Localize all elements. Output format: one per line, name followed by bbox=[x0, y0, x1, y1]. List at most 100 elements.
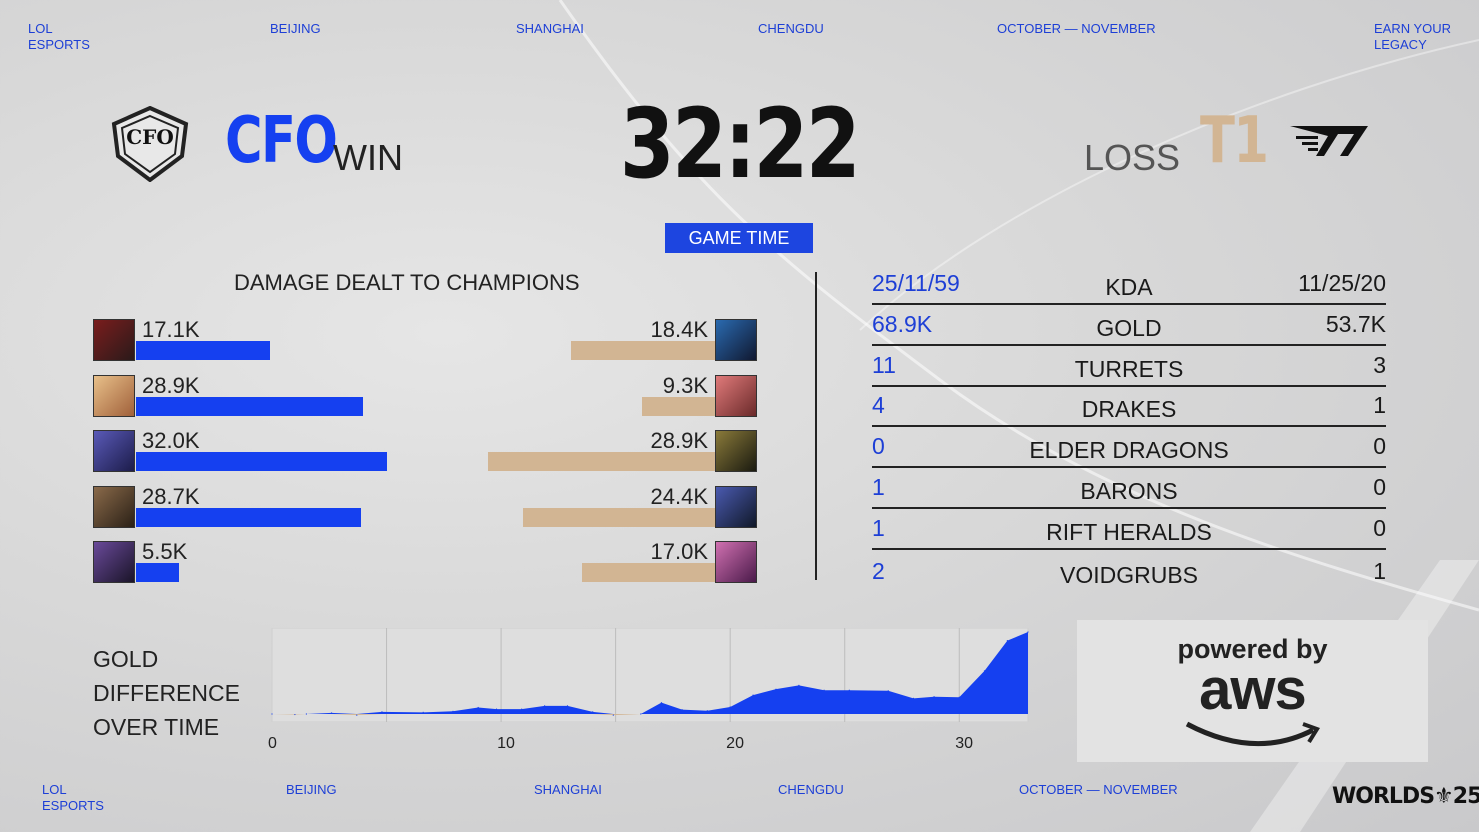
stat-right-value: 3 bbox=[1373, 351, 1386, 378]
damage-bar-right bbox=[523, 507, 715, 527]
gold-data-point bbox=[612, 714, 614, 716]
left-team-name: CFO bbox=[225, 104, 338, 178]
stat-right-value: 0 bbox=[1373, 514, 1386, 541]
gold-data-point bbox=[729, 706, 731, 708]
game-time-label: GAME TIME bbox=[665, 223, 813, 253]
champion-portrait-left bbox=[93, 541, 135, 583]
gold-data-point bbox=[1006, 640, 1008, 642]
stat-label: KDA bbox=[1105, 274, 1153, 300]
nav-bottom-item: SHANGHAI bbox=[534, 782, 602, 797]
gold-data-point bbox=[1027, 631, 1029, 633]
stat-label: ELDER DRAGONS bbox=[1029, 437, 1229, 464]
champion-portrait-left bbox=[93, 374, 135, 417]
stat-label: RIFT HERALDS bbox=[1046, 518, 1212, 545]
champion-portrait-left bbox=[93, 319, 135, 361]
gold-data-point bbox=[798, 684, 800, 687]
gold-data-point bbox=[887, 690, 889, 692]
gold-data-point bbox=[294, 713, 296, 716]
gold-data-point bbox=[958, 696, 960, 698]
stat-row-gold: 68.9K GOLD 53.7K bbox=[872, 305, 1386, 346]
gold-data-point bbox=[592, 711, 594, 713]
right-team-result: LOSS bbox=[1084, 137, 1181, 178]
gold-data-point bbox=[640, 713, 642, 715]
nav-bottom-item: CHENGDU bbox=[778, 782, 844, 797]
gold-data-point bbox=[271, 713, 273, 715]
gold-data-point bbox=[422, 711, 424, 713]
damage-bar-left bbox=[136, 563, 180, 582]
powered-by-text: powered by bbox=[1177, 634, 1328, 664]
stat-left-value: 1 bbox=[872, 514, 885, 541]
nav-bottom-item: BEIJING bbox=[286, 782, 337, 797]
gold-area-negative bbox=[272, 714, 1028, 716]
stat-row-voidgrubs: 2 VOIDGRUBS 1 bbox=[872, 550, 1386, 591]
damage-value-right: 28.9K bbox=[650, 428, 709, 453]
stat-left-value: 11 bbox=[872, 351, 896, 378]
x-tick-label: 20 bbox=[726, 735, 744, 752]
x-tick-label: 0 bbox=[268, 735, 277, 752]
aws-smile-icon bbox=[1185, 721, 1320, 747]
stat-left-value: 4 bbox=[872, 392, 885, 419]
damage-bar-left bbox=[136, 341, 271, 360]
damage-bar-right bbox=[488, 452, 715, 471]
champion-portrait-right bbox=[715, 541, 757, 583]
gold-data-point bbox=[681, 709, 683, 711]
gold-data-point bbox=[706, 710, 708, 712]
cfo-logo: CFO bbox=[111, 106, 189, 182]
gold-data-point bbox=[356, 714, 358, 716]
aws-sponsor-box: powered by aws bbox=[1077, 620, 1428, 762]
right-team-name: T1 bbox=[1200, 104, 1269, 178]
nav-bottom-item: OCTOBER — NOVEMBER bbox=[1019, 782, 1178, 797]
nav-top-item: OCTOBER — NOVEMBER bbox=[997, 21, 1156, 36]
stat-right-value: 1 bbox=[1373, 557, 1386, 584]
champion-portrait-left bbox=[93, 430, 135, 472]
stat-right-value: 53.7K bbox=[1325, 310, 1386, 337]
stat-row-elder-dragons: 0 ELDER DRAGONS 0 bbox=[872, 427, 1386, 469]
nav-top-item: LOL ESPORTS bbox=[28, 21, 90, 52]
damage-bar-right bbox=[581, 563, 715, 582]
damage-bar-right bbox=[641, 396, 715, 416]
gold-data-point bbox=[983, 670, 986, 672]
gold-difference-chart bbox=[271, 628, 1029, 722]
divider bbox=[815, 272, 817, 580]
champion-portrait-right bbox=[715, 430, 757, 472]
nav-bottom-item: LOL ESPORTS bbox=[42, 782, 104, 813]
nav-top-item: SHANGHAI bbox=[516, 21, 584, 36]
damage-value-right: 24.4K bbox=[650, 483, 709, 509]
champion-portrait-left bbox=[93, 485, 135, 528]
gold-data-point bbox=[330, 712, 333, 714]
gold-data-point bbox=[305, 713, 307, 715]
champion-portrait-right bbox=[715, 374, 757, 417]
stat-label: TURRETS bbox=[1074, 355, 1184, 382]
damage-value-left: 5.5K bbox=[142, 539, 188, 564]
gold-data-point bbox=[452, 710, 454, 712]
damage-title: DAMAGE DEALT TO CHAMPIONS bbox=[234, 270, 580, 295]
gold-data-point bbox=[521, 708, 523, 710]
stat-right-value: 0 bbox=[1373, 474, 1386, 500]
damage-bar-left bbox=[136, 452, 388, 471]
worlds-25-logo: WORLDS⚜25 bbox=[1332, 784, 1479, 809]
x-tick-label: 30 bbox=[955, 735, 974, 752]
gold-data-point bbox=[775, 688, 777, 690]
gold-data-point bbox=[495, 708, 498, 710]
champion-portrait-right bbox=[715, 485, 757, 528]
gold-data-point bbox=[933, 696, 935, 698]
t1-logo bbox=[1290, 126, 1368, 156]
gold-area-positive bbox=[272, 632, 1028, 714]
nav-top-item: BEIJING bbox=[270, 21, 321, 36]
nav-top-item: EARN YOUR LEGACY bbox=[1374, 21, 1452, 52]
stat-row-rift-heralds: 1 RIFT HERALDS 0 bbox=[872, 509, 1386, 550]
aws-logo-text: aws bbox=[1199, 657, 1307, 722]
stat-left-value: 0 bbox=[872, 433, 885, 460]
gold-data-point bbox=[912, 697, 915, 699]
left-team-result: WIN bbox=[333, 137, 403, 178]
game-time: 32:22 bbox=[619, 88, 861, 200]
gold-data-point bbox=[823, 689, 825, 691]
stat-row-barons: 1 BARONS 0 bbox=[872, 468, 1386, 509]
stat-right-value: 0 bbox=[1373, 433, 1386, 460]
gold-chart-title: GOLD DIFFERENCE OVER TIME bbox=[93, 646, 240, 740]
stat-label: GOLD bbox=[1096, 314, 1162, 341]
damage-value-left: 28.9K bbox=[142, 372, 200, 398]
damage-value-right: 9.3K bbox=[662, 372, 708, 398]
damage-bar-right bbox=[570, 341, 715, 360]
gold-data-point bbox=[566, 705, 569, 707]
